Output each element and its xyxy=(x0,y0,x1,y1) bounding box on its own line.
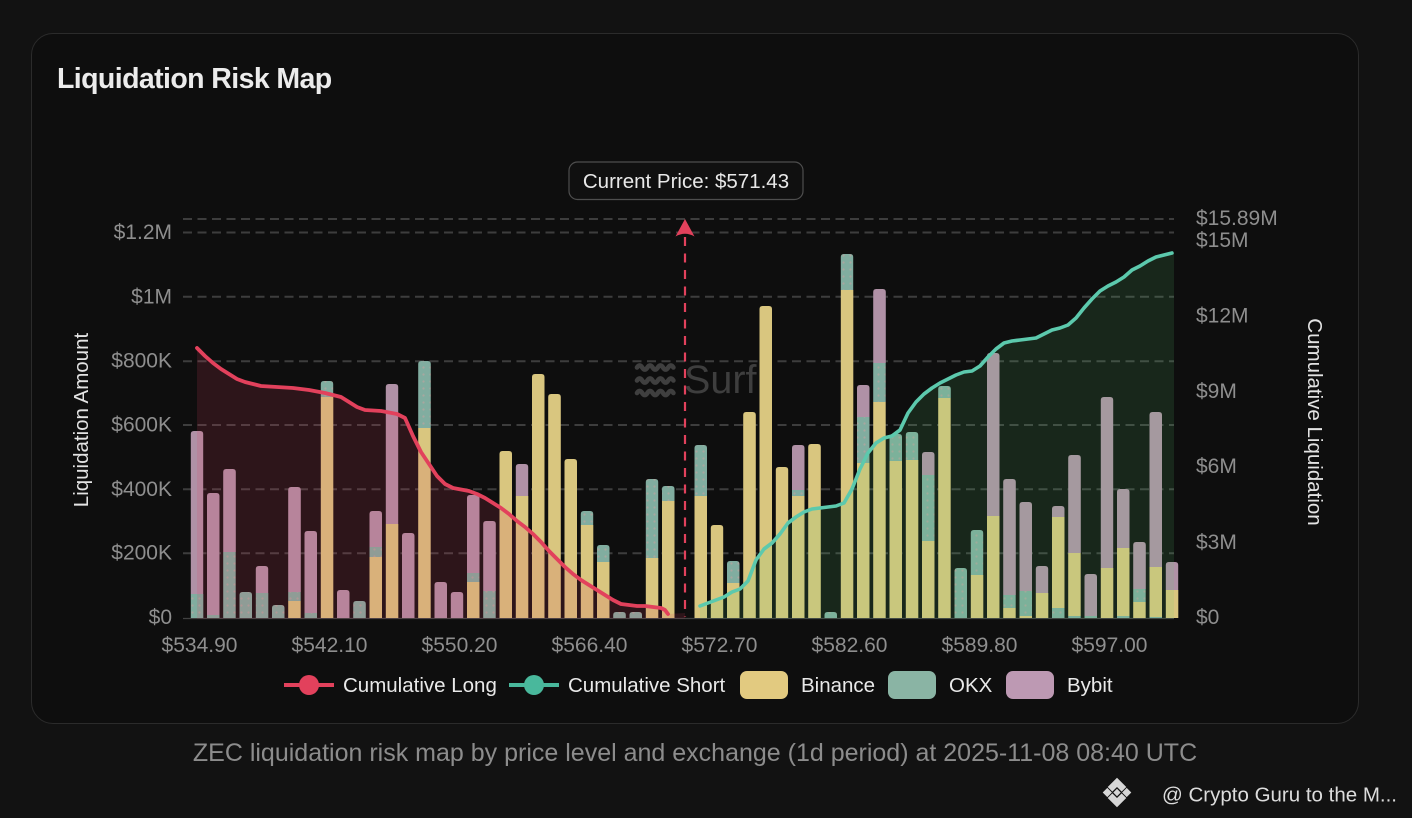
svg-text:$0: $0 xyxy=(1196,606,1219,629)
svg-text:$200K: $200K xyxy=(111,542,172,565)
svg-text:$589.80: $589.80 xyxy=(942,634,1018,657)
svg-text:OKX: OKX xyxy=(949,674,993,697)
svg-text:Cumulative Short: Cumulative Short xyxy=(568,674,726,697)
svg-text:Liquidation Amount: Liquidation Amount xyxy=(70,333,93,508)
svg-text:$400K: $400K xyxy=(111,478,172,501)
svg-text:Surf: Surf xyxy=(684,358,757,402)
svg-text:$0: $0 xyxy=(149,606,172,629)
svg-text:$3M: $3M xyxy=(1196,531,1237,554)
svg-text:$566.40: $566.40 xyxy=(552,634,628,657)
svg-text:$9M: $9M xyxy=(1196,380,1237,403)
svg-text:Current Price: $571.43: Current Price: $571.43 xyxy=(583,170,789,193)
svg-text:$600K: $600K xyxy=(111,414,172,437)
svg-text:$542.10: $542.10 xyxy=(292,634,368,657)
svg-text:$15.89M: $15.89M xyxy=(1196,207,1278,230)
svg-text:Cumulative Liquidation: Cumulative Liquidation xyxy=(1303,318,1326,525)
svg-text:ZEC liquidation risk map by pr: ZEC liquidation risk map by price level … xyxy=(193,739,1197,767)
svg-text:$550.20: $550.20 xyxy=(422,634,498,657)
svg-text:$1.2M: $1.2M xyxy=(114,221,172,244)
svg-text:$582.60: $582.60 xyxy=(812,634,888,657)
svg-text:Cumulative Long: Cumulative Long xyxy=(343,674,497,697)
svg-text:$597.00: $597.00 xyxy=(1072,634,1148,657)
svg-text:$15M: $15M xyxy=(1196,229,1249,252)
svg-text:$800K: $800K xyxy=(111,350,172,373)
svg-text:$572.70: $572.70 xyxy=(682,634,758,657)
svg-text:$1M: $1M xyxy=(131,285,172,308)
svg-text:Bybit: Bybit xyxy=(1067,674,1113,697)
svg-text:$12M: $12M xyxy=(1196,305,1249,328)
svg-text:Binance: Binance xyxy=(801,674,875,697)
svg-text:$6M: $6M xyxy=(1196,455,1237,478)
svg-text:@ Crypto Guru to the M...: @ Crypto Guru to the M... xyxy=(1162,784,1397,807)
svg-text:$534.90: $534.90 xyxy=(162,634,238,657)
